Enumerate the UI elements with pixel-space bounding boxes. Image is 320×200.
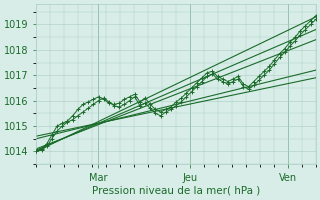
X-axis label: Pression niveau de la mer( hPa ): Pression niveau de la mer( hPa ) bbox=[92, 186, 260, 196]
